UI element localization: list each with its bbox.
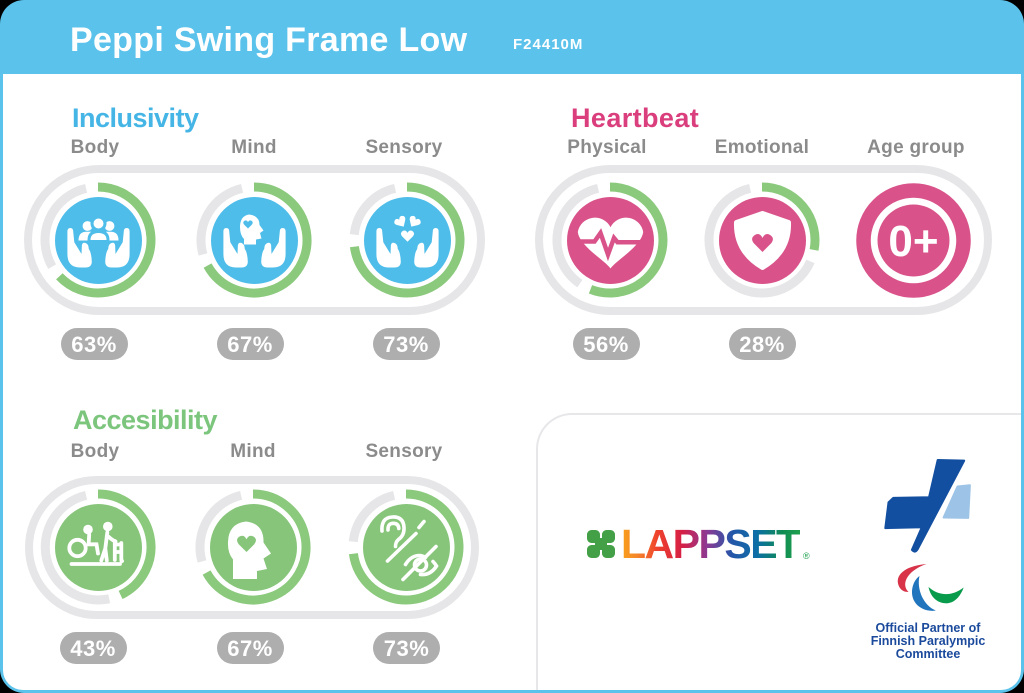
- svg-text:0+: 0+: [888, 217, 938, 266]
